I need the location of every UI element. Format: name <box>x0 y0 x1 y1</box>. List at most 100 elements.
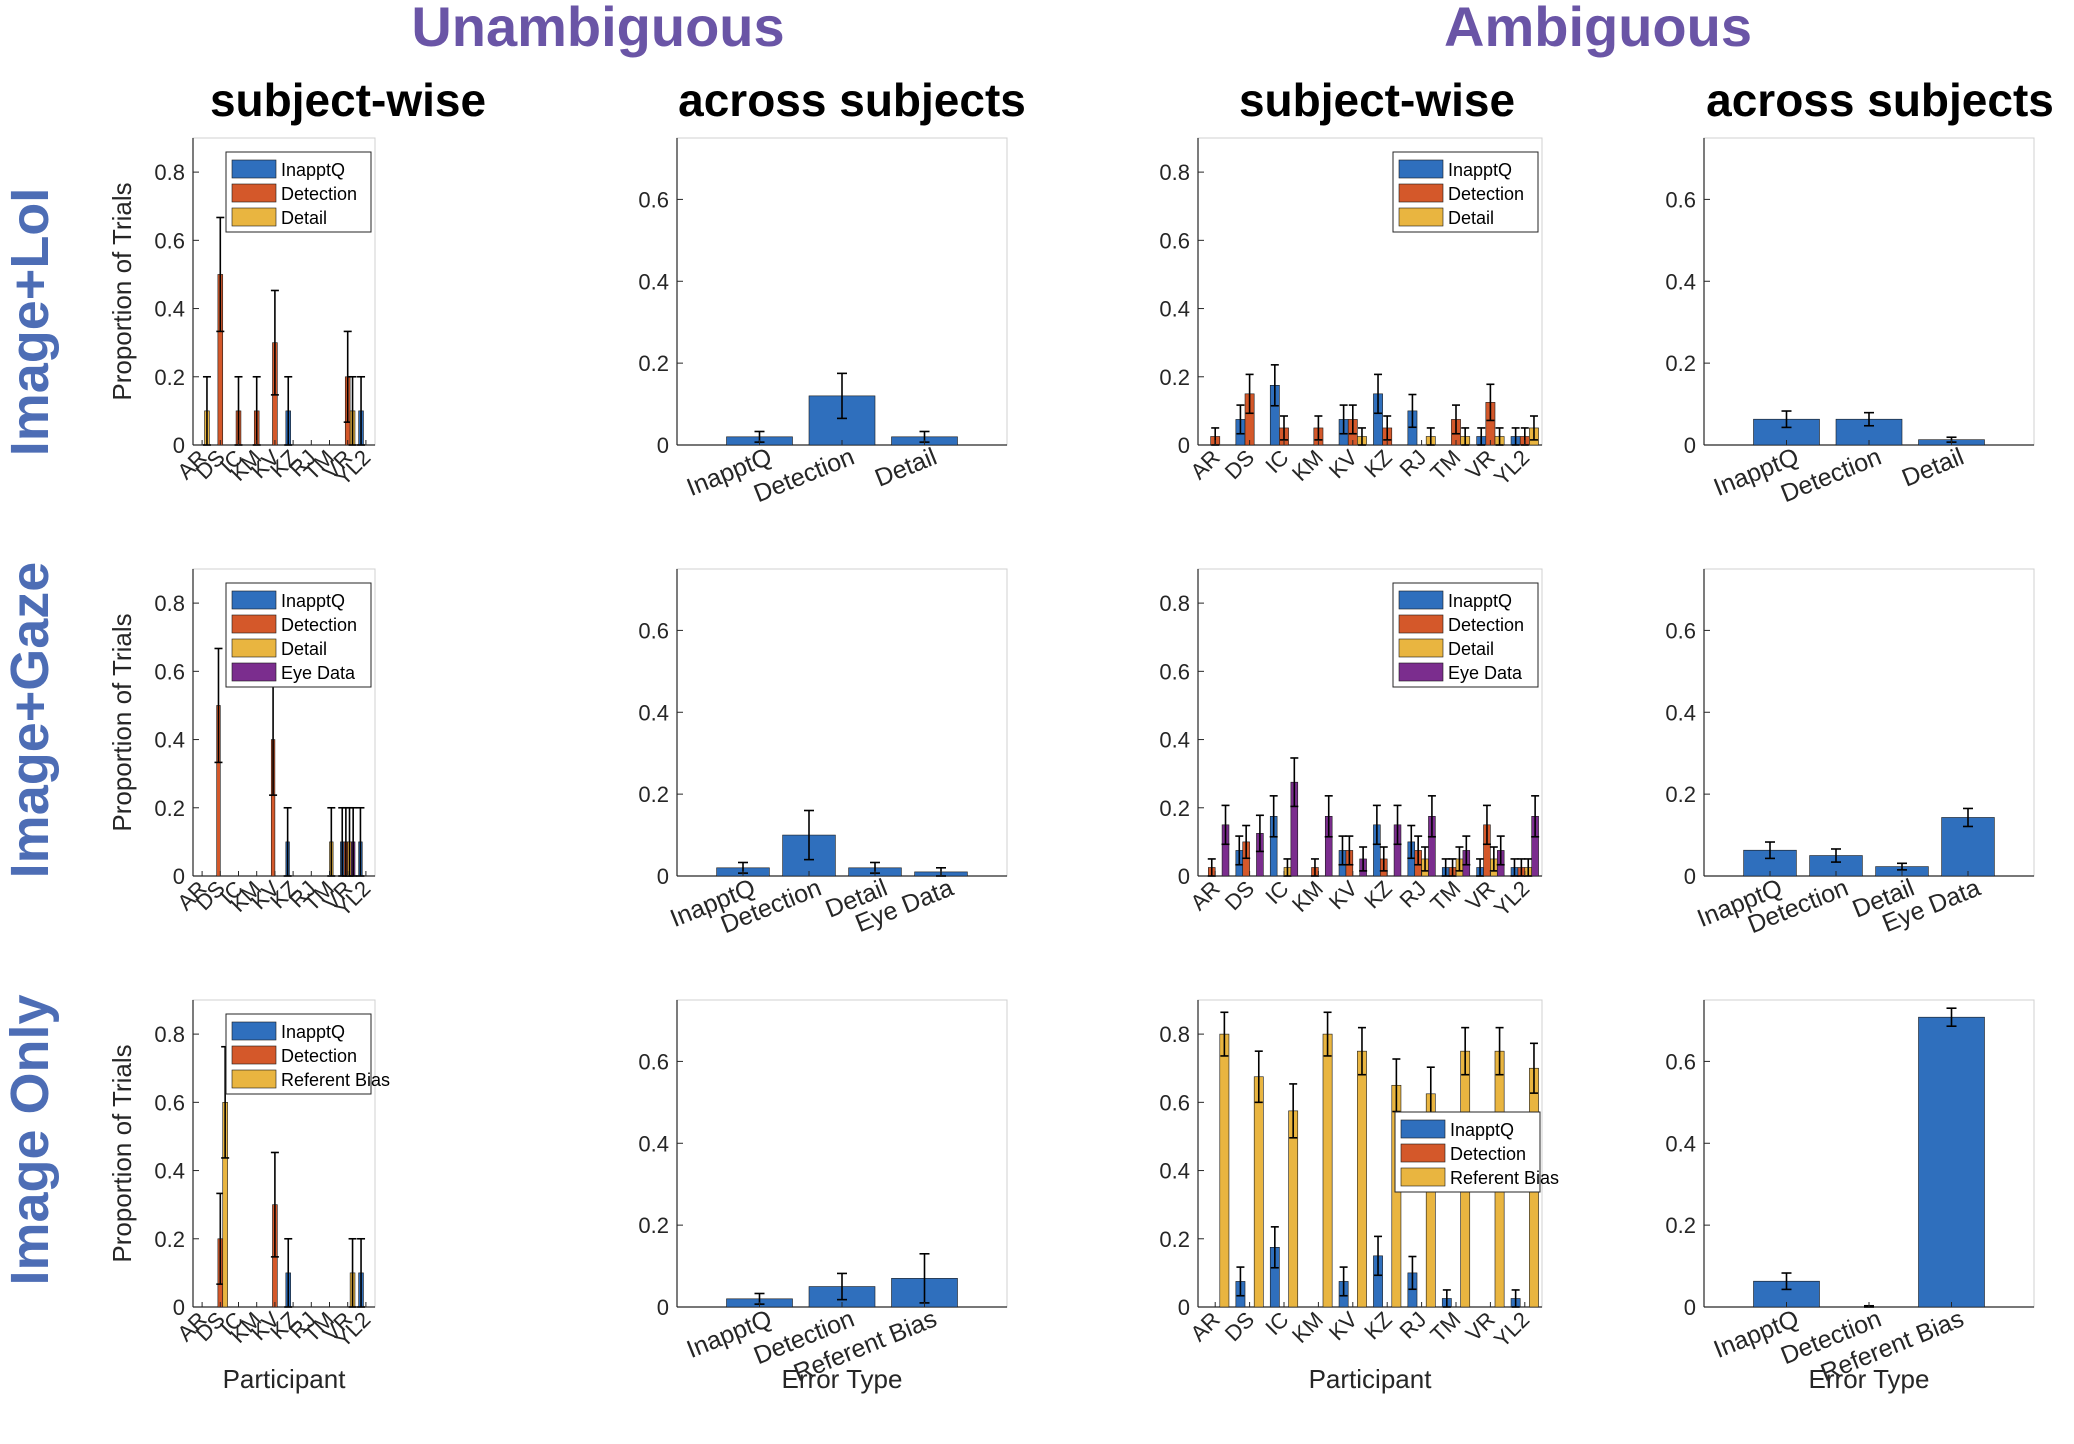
legend-label: Detail <box>281 639 327 659</box>
legend-label: Detection <box>1448 184 1524 204</box>
legend-label: Eye Data <box>1448 663 1523 683</box>
x-tick-label: Detail <box>1898 443 1968 493</box>
legend-swatch <box>231 183 277 203</box>
legend: InapptQ Detection Referent Bias <box>1394 1111 1559 1193</box>
y-tick-label: 0.2 <box>1159 1227 1190 1252</box>
legend-label: Detection <box>281 184 357 204</box>
legend-swatch <box>231 614 277 634</box>
y-tick-label: 0.2 <box>154 796 185 821</box>
y-tick-label: 0 <box>1178 864 1190 889</box>
x-tick-label: TM <box>1425 1307 1465 1347</box>
legend-label: Eye Data <box>281 663 356 683</box>
row-title-image-loi: Image+LoI <box>0 188 60 457</box>
legend: InapptQ Detection Detail Eye Data <box>1392 582 1539 688</box>
y-tick-label: 0.8 <box>1159 591 1190 616</box>
y-axis-label: Proportion of Trials <box>107 613 137 831</box>
legend-swatch <box>1398 638 1444 658</box>
plot-area <box>676 999 1008 1308</box>
legend-swatch <box>231 207 277 227</box>
y-tick-label: 0 <box>173 1295 185 1320</box>
y-tick-label: 0.6 <box>638 187 669 212</box>
y-tick-label: 0.6 <box>154 659 185 684</box>
y-tick-label: 0.8 <box>154 160 185 185</box>
x-tick-label: IC <box>1260 876 1293 909</box>
x-tick-label: KZ <box>1359 445 1397 483</box>
x-tick-label: KV <box>1324 1307 1363 1346</box>
x-tick-label: RJ <box>1394 445 1431 482</box>
y-tick-label: 0 <box>1684 864 1696 889</box>
y-tick-label: 0 <box>1684 433 1696 458</box>
y-tick-label: 0.4 <box>1159 297 1190 322</box>
legend-swatch <box>231 1021 277 1041</box>
legend-label: Detection <box>1450 1144 1526 1164</box>
y-tick-label: 0.2 <box>1665 351 1696 376</box>
y-tick-label: 0.6 <box>638 1049 669 1074</box>
legend-label: InapptQ <box>281 1022 345 1042</box>
x-axis-label: Participant <box>1309 1364 1433 1394</box>
y-tick-label: 0.6 <box>1665 187 1696 212</box>
legend-swatch <box>231 1045 277 1065</box>
legend-swatch <box>1398 590 1444 610</box>
x-tick-label: KM <box>1287 876 1328 917</box>
y-tick-label: 0.6 <box>1665 618 1696 643</box>
legend-swatch <box>1398 662 1444 682</box>
legend-label: Detail <box>1448 639 1494 659</box>
legend-label: Detection <box>1448 615 1524 635</box>
x-tick-label: TM <box>1425 876 1465 916</box>
legend: InapptQ Detection Detail <box>1392 151 1539 233</box>
y-tick-label: 0.2 <box>154 1227 185 1252</box>
y-tick-label: 0 <box>657 433 669 458</box>
legend-label: Detection <box>281 1046 357 1066</box>
legend-label: Referent Bias <box>281 1070 390 1090</box>
legend-swatch <box>1400 1167 1446 1187</box>
y-tick-label: 0.4 <box>1665 269 1696 294</box>
legend-swatch <box>231 590 277 610</box>
bar-referent-bias <box>1918 1016 1985 1308</box>
x-axis-label: Error Type <box>782 1364 903 1394</box>
y-axis-label: Proportion of Trials <box>107 182 137 400</box>
x-tick-label: AR <box>1185 876 1224 915</box>
legend-swatch <box>1398 207 1444 227</box>
column-title-subject-wise-ambiguous: subject-wise <box>1239 74 1515 126</box>
y-tick-label: 0.6 <box>1665 1049 1696 1074</box>
x-tick-label: IC <box>1260 445 1293 478</box>
y-tick-label: 0.2 <box>1665 782 1696 807</box>
bar-referent-bias <box>1219 1033 1230 1308</box>
legend-swatch <box>1398 183 1444 203</box>
y-tick-label: 0.6 <box>154 228 185 253</box>
column-title-across-subjects-unambiguous: across subjects <box>678 74 1026 126</box>
legend-label: Referent Bias <box>1450 1168 1559 1188</box>
y-tick-label: 0.6 <box>638 618 669 643</box>
legend: InapptQ Detection Referent Bias <box>225 1013 390 1095</box>
x-tick-label: RJ <box>1394 1307 1431 1344</box>
y-tick-label: 0.8 <box>154 591 185 616</box>
y-tick-label: 0.6 <box>154 1090 185 1115</box>
y-tick-label: 0.2 <box>638 782 669 807</box>
bar-referent-bias <box>1288 1110 1299 1308</box>
legend-label: InapptQ <box>1448 160 1512 180</box>
bar-referent-bias <box>1357 1050 1367 1308</box>
legend-swatch <box>1398 159 1444 179</box>
legend-label: Detection <box>281 615 357 635</box>
y-tick-label: 0 <box>657 864 669 889</box>
column-title-subject-wise-unambiguous: subject-wise <box>210 74 486 126</box>
legend-swatch <box>231 638 277 658</box>
y-axis-label: Proportion of Trials <box>107 1044 137 1262</box>
y-tick-label: 0.8 <box>1159 160 1190 185</box>
legend-label: InapptQ <box>281 160 345 180</box>
legend: InapptQ Detection Detail Eye Data <box>225 582 372 688</box>
x-tick-label: KV <box>1324 876 1363 915</box>
x-tick-label: TM <box>1425 445 1465 485</box>
x-tick-label: DS <box>1220 876 1259 915</box>
y-tick-label: 0.2 <box>1159 365 1190 390</box>
legend-label: Detail <box>1448 208 1494 228</box>
